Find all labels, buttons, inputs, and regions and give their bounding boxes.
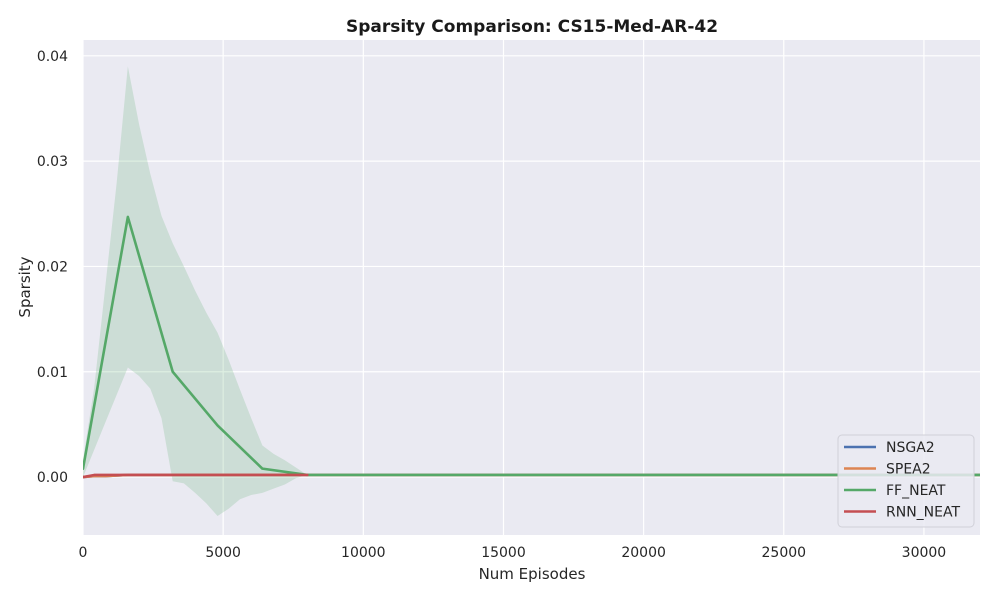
legend-label-ff-neat: FF_NEAT: [886, 483, 946, 499]
ff-neat-line: [83, 215, 980, 477]
x-tick-label: 15000: [481, 545, 526, 561]
x-tick-label: 5000: [205, 545, 241, 561]
x-tick-label: 0: [79, 545, 88, 561]
x-tick-label: 10000: [341, 545, 386, 561]
confidence-bands: [83, 66, 308, 517]
x-tick-labels: 0 5000 10000 15000 20000 25000 30000: [79, 545, 947, 561]
x-tick-label: 25000: [762, 545, 807, 561]
y-tick-label: 0.02: [37, 259, 68, 275]
ff-neat-band: [83, 66, 308, 517]
plot-area: [83, 40, 980, 535]
y-tick-label: 0.03: [37, 154, 68, 170]
series-lines: [83, 215, 980, 479]
legend-label-nsga2: NSGA2: [886, 440, 935, 456]
rnn-neat-line: [83, 473, 309, 479]
x-tick-label: 20000: [621, 545, 666, 561]
y-tick-label: 0.00: [37, 470, 68, 486]
x-axis-label: Num Episodes: [479, 565, 586, 583]
grid-lines: [82, 40, 980, 535]
legend-box: [837, 434, 975, 528]
y-tick-label: 0.04: [37, 49, 68, 65]
chart-title: Sparsity Comparison: CS15-Med-AR-42: [346, 17, 718, 37]
legend-label-rnn-neat: RNN_NEAT: [886, 505, 960, 521]
y-axis-label: Sparsity: [16, 256, 34, 317]
x-tick-label: 30000: [902, 545, 947, 561]
legend: NSGA2 SPEA2 FF_NEAT RNN_NEAT: [837, 434, 975, 528]
y-tick-label: 0.01: [37, 365, 68, 381]
legend-label-spea2: SPEA2: [886, 462, 931, 478]
y-tick-labels: 0.00 0.01 0.02 0.03 0.04: [37, 49, 68, 486]
